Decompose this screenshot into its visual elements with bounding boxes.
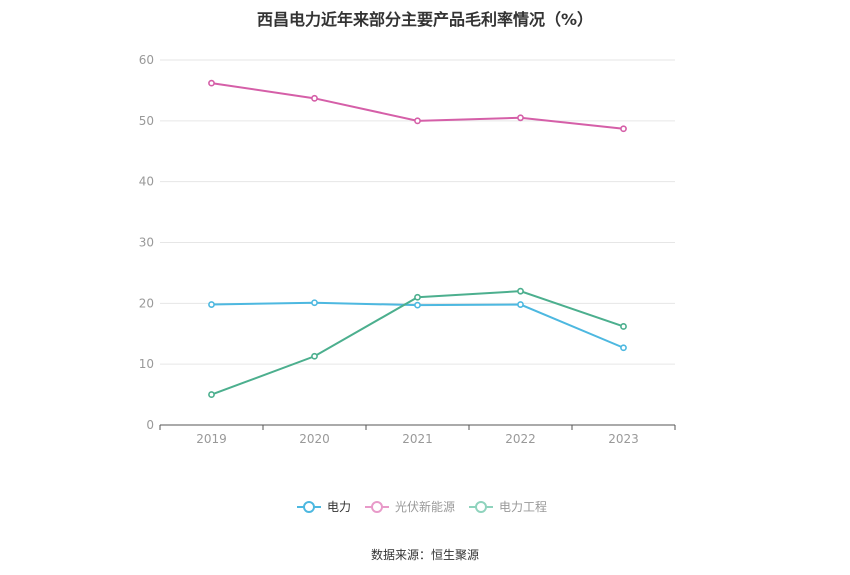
data-point[interactable] bbox=[414, 301, 421, 309]
series-2 bbox=[208, 287, 627, 398]
data-point[interactable] bbox=[620, 344, 627, 352]
data-point[interactable] bbox=[620, 125, 627, 133]
y-tick-label: 50 bbox=[139, 114, 154, 128]
data-point[interactable] bbox=[414, 293, 421, 301]
data-point[interactable] bbox=[208, 301, 215, 308]
data-point[interactable] bbox=[208, 391, 215, 398]
data-source: 数据来源：恒生聚源 bbox=[370, 548, 479, 562]
data-point[interactable] bbox=[311, 352, 318, 360]
legend-label: 光伏新能源 bbox=[395, 499, 455, 514]
data-point[interactable] bbox=[517, 287, 524, 295]
y-tick-label: 20 bbox=[139, 296, 154, 310]
legend-marker bbox=[371, 501, 383, 513]
y-tick-label: 0 bbox=[146, 418, 154, 432]
series-1 bbox=[208, 79, 627, 133]
legend-item-1[interactable]: 光伏新能源 bbox=[365, 499, 455, 514]
data-point[interactable] bbox=[517, 114, 524, 122]
data-point[interactable] bbox=[208, 79, 215, 87]
legend-marker bbox=[303, 501, 315, 513]
axes: 0 10 20 30 40 50 60 2019 2020 2021 2022 2023 bbox=[139, 53, 676, 446]
data-point[interactable] bbox=[620, 323, 627, 330]
x-tick-label: 2020 bbox=[299, 432, 330, 446]
legend-label: 电力 bbox=[327, 500, 351, 514]
y-tick-label: 10 bbox=[139, 357, 154, 371]
legend-item-0[interactable]: 电力 bbox=[297, 500, 351, 514]
x-tick-label: 2022 bbox=[505, 432, 536, 446]
x-tick-label: 2019 bbox=[196, 432, 227, 446]
data-point[interactable] bbox=[311, 94, 318, 102]
data-point[interactable] bbox=[414, 117, 421, 125]
x-tick-label: 2023 bbox=[608, 432, 639, 446]
legend-marker bbox=[475, 501, 487, 513]
y-tick-label: 60 bbox=[139, 53, 154, 67]
series-line bbox=[211, 301, 624, 349]
legend-item-2[interactable]: 电力工程 bbox=[469, 499, 547, 514]
y-tick-label: 30 bbox=[139, 236, 154, 250]
series-0 bbox=[208, 299, 627, 352]
chart-title: 西昌电力近年来部分主要产品毛利率情况（%） bbox=[256, 10, 594, 29]
legend-label: 电力工程 bbox=[499, 499, 547, 514]
legend: 电力 光伏新能源 电力工程 bbox=[297, 499, 547, 514]
x-tick-label: 2021 bbox=[402, 432, 433, 446]
data-point[interactable] bbox=[517, 301, 524, 308]
y-tick-label: 40 bbox=[139, 175, 154, 189]
data-point[interactable] bbox=[311, 299, 318, 307]
series-lines bbox=[208, 79, 627, 398]
